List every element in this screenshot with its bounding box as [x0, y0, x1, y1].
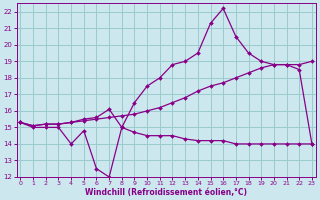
- X-axis label: Windchill (Refroidissement éolien,°C): Windchill (Refroidissement éolien,°C): [85, 188, 247, 197]
